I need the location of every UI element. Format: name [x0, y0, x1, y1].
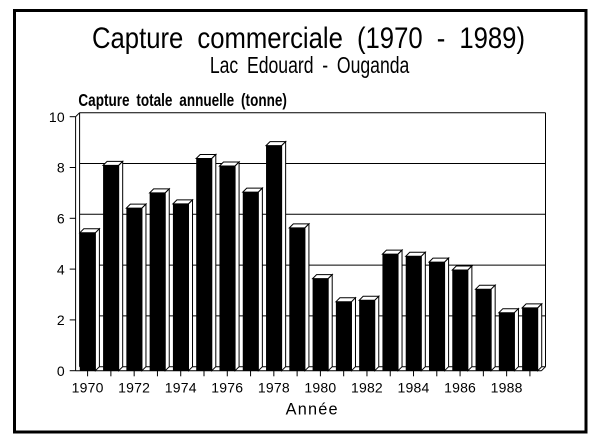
svg-text:6: 6: [57, 211, 65, 227]
svg-text:1970: 1970: [72, 380, 104, 396]
svg-text:Lac Edouard - Ouganda: Lac Edouard - Ouganda: [210, 52, 410, 78]
svg-text:1988: 1988: [491, 380, 523, 396]
svg-text:8: 8: [57, 160, 65, 176]
svg-text:Capture commerciale (1970 - 19: Capture commerciale (1970 - 1989): [92, 22, 525, 55]
svg-text:0: 0: [57, 363, 65, 379]
svg-text:1982: 1982: [351, 380, 383, 396]
svg-text:1976: 1976: [211, 380, 243, 396]
svg-text:Année: Année: [286, 401, 338, 419]
svg-text:4: 4: [57, 261, 65, 277]
svg-text:1974: 1974: [165, 380, 197, 396]
svg-text:1978: 1978: [258, 380, 290, 396]
svg-text:1986: 1986: [444, 380, 476, 396]
svg-text:Capture totale annuelle (tonne: Capture totale annuelle (tonne): [78, 90, 287, 110]
svg-text:1972: 1972: [118, 380, 150, 396]
svg-text:1984: 1984: [398, 380, 430, 396]
svg-text:2: 2: [57, 312, 65, 328]
svg-text:10: 10: [49, 109, 65, 125]
svg-text:1980: 1980: [304, 380, 336, 396]
